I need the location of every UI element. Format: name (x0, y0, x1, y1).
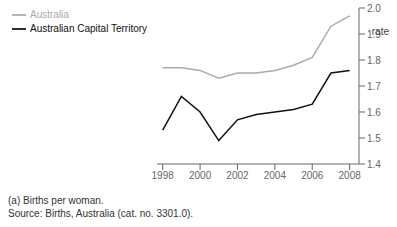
html-text:Australian Capital Territory: Australian Capital Territory (30, 22, 148, 34)
html-text:Source: Births, Australia (cat: Source: Births, Australia (cat. no. 3301… (8, 208, 194, 219)
svg-text:2.0: 2.0 (367, 3, 381, 14)
svg-text:2002: 2002 (226, 170, 249, 181)
html-text:(a) Births per woman.: (a) Births per woman. (8, 195, 104, 206)
svg-text:1.4: 1.4 (367, 159, 381, 170)
svg-text:1.6: 1.6 (367, 107, 381, 118)
svg-text:1.5: 1.5 (367, 133, 381, 144)
svg-text:2006: 2006 (301, 170, 324, 181)
html-text:Australia: Australia (30, 8, 69, 20)
svg-text:2008: 2008 (339, 170, 362, 181)
svg-text:1998: 1998 (152, 170, 175, 181)
svg-text:2004: 2004 (264, 170, 287, 181)
svg-text:2000: 2000 (189, 170, 212, 181)
html-text:rate: rate (371, 26, 389, 37)
svg-text:1.7: 1.7 (367, 81, 381, 92)
svg-text:1.8: 1.8 (367, 55, 381, 66)
